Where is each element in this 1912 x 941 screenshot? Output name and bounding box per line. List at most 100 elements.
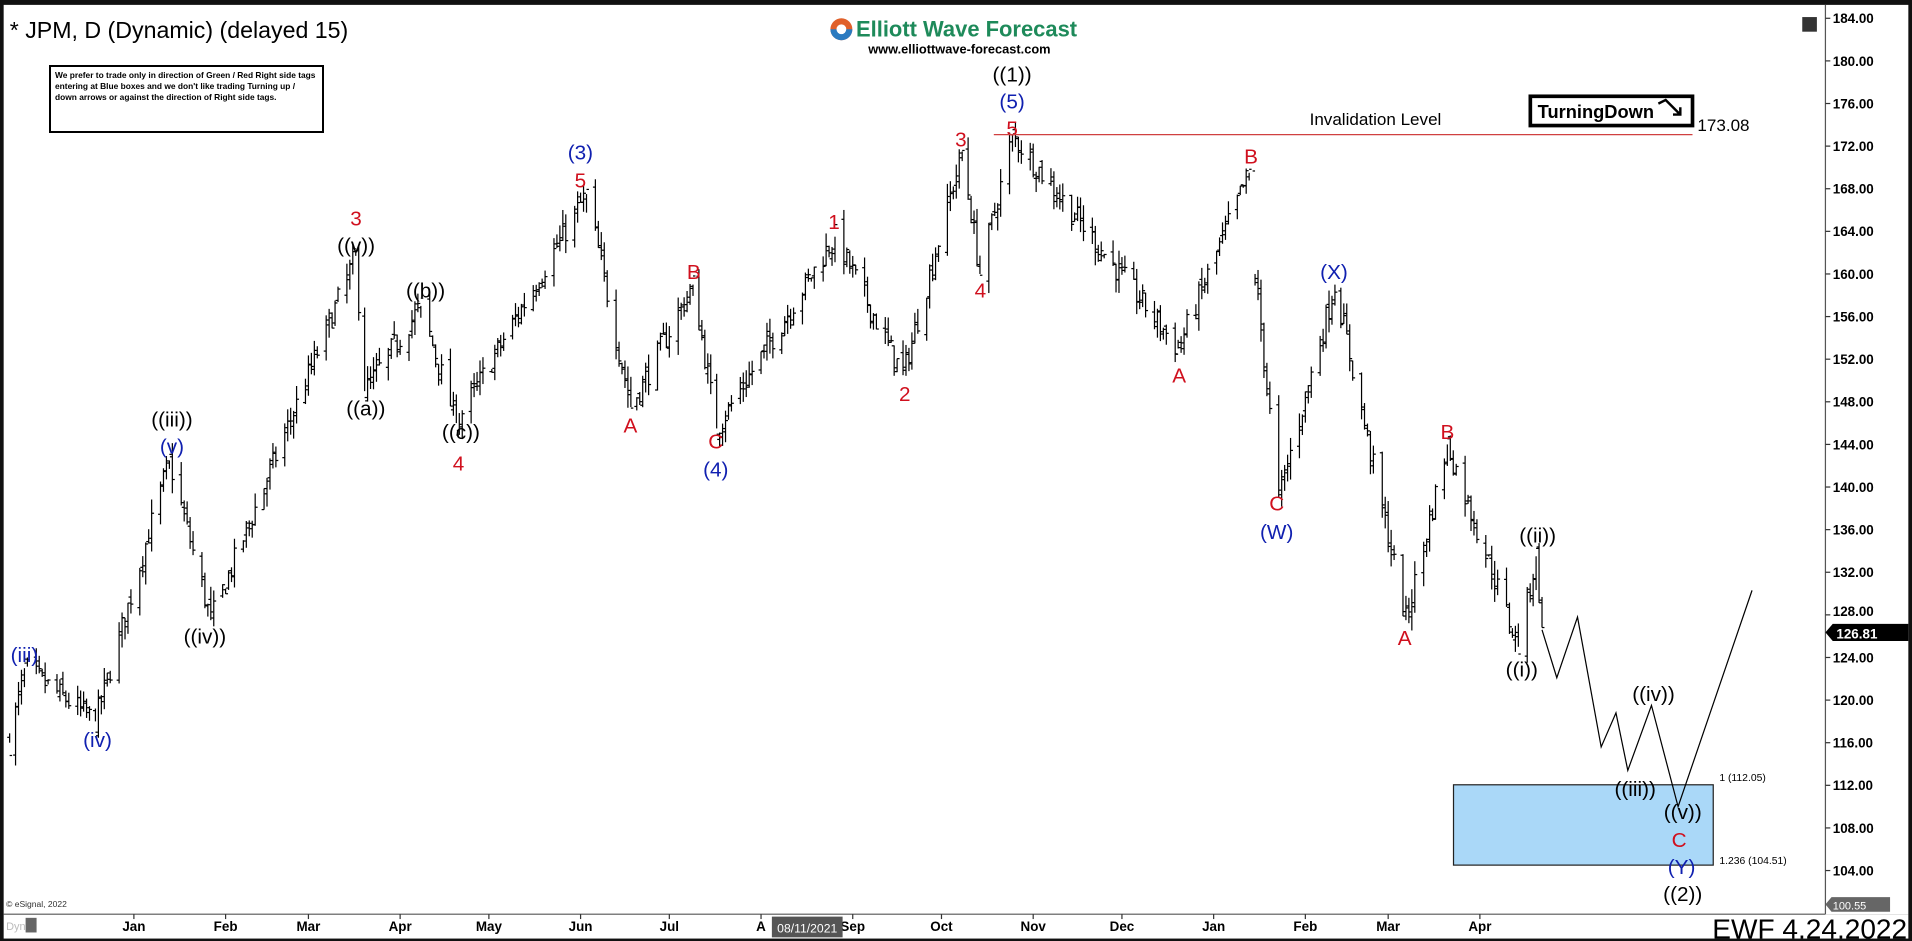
wave-label: A: [1172, 365, 1186, 388]
x-tick-label: May: [476, 919, 503, 934]
wave-label: (Y): [1668, 856, 1696, 879]
wave-label: 3: [350, 208, 362, 231]
invalidation: Invalidation Level 173.08 TurningDown: [993, 94, 1750, 136]
y-tick-label: 180.00: [1833, 54, 1874, 69]
y-tick-label: 144.00: [1833, 437, 1874, 452]
wave-label: ((v)): [337, 234, 375, 257]
projection-path: [1541, 590, 1753, 809]
wave-label: C: [1672, 829, 1687, 852]
y-tick-label: 136.00: [1833, 523, 1874, 538]
wave-label: B: [687, 261, 701, 284]
y-tick-label: 148.00: [1833, 395, 1874, 410]
ewf-stamp: EWF 4.24.2022: [1712, 914, 1907, 941]
y-tick-label: 156.00: [1833, 309, 1874, 324]
logo: Elliott Wave Forecast www.elliottwave-fo…: [830, 17, 1078, 57]
y-tick-label: 120.00: [1833, 693, 1874, 708]
y-tick-label: 164.00: [1833, 224, 1874, 239]
wave-label: 4: [975, 279, 987, 302]
wave-label: ((iv)): [1632, 683, 1675, 706]
x-axis-band: [3, 914, 1909, 939]
plot-background: [3, 4, 1909, 915]
turning-down-label: TurningDown: [1538, 101, 1654, 122]
wave-label: ((c)): [442, 421, 480, 444]
disclaimer-box: We prefer to trade only in direction of …: [49, 65, 324, 133]
last-price-marker: [1825, 623, 1909, 641]
wave-label: C: [708, 431, 723, 454]
chart-title: * JPM, D (Dynamic) (delayed 15): [10, 17, 349, 43]
wave-label: (4): [703, 459, 728, 482]
x-tick-label: Jan: [1202, 919, 1225, 934]
box-top-label: 1 (112.05): [1719, 773, 1765, 784]
wave-label: (iv): [83, 729, 112, 752]
wave-label: (3): [568, 142, 593, 165]
cursor-date-box: [771, 916, 843, 938]
wave-label: ((ii)): [1519, 524, 1556, 547]
wave-label: ((iv)): [184, 626, 227, 649]
y-tick-label: 160.00: [1833, 267, 1874, 282]
box-bottom-label: 1.236 (104.51): [1719, 856, 1786, 867]
wave-label: ((b)): [406, 279, 445, 302]
wave-label: (5): [999, 90, 1024, 113]
wave-label: ((a)): [346, 398, 385, 421]
y-tick-label: 140.00: [1833, 480, 1874, 495]
x-tick-label: Jun: [569, 919, 593, 934]
last-price-label: 126.81: [1836, 627, 1878, 642]
target-box: 1 (112.05) 1.236 (104.51): [1452, 773, 1787, 867]
wave-label: 5: [575, 170, 587, 193]
wave-label: B: [1244, 145, 1258, 168]
window-icon[interactable]: [1802, 17, 1817, 32]
wave-label: ((i)): [1506, 658, 1538, 681]
x-tick-label: Dec: [1110, 919, 1135, 934]
wave-label: (W): [1260, 521, 1293, 544]
projected-wave-path: [1541, 590, 1753, 809]
y-tick-label: 124.00: [1833, 650, 1874, 665]
wave-label: 1: [828, 211, 840, 234]
y-tick-label: 132.00: [1833, 565, 1874, 580]
x-tick-label: Sep: [840, 919, 865, 934]
wave-label: 4: [453, 453, 465, 476]
arrow-down-right-icon: [1657, 98, 1682, 116]
wave-label: C: [1269, 493, 1284, 516]
x-tick-label: Nov: [1021, 919, 1047, 934]
y-tick-label: 128.00: [1833, 604, 1874, 619]
wave-label: B: [1440, 421, 1454, 444]
y-tick-label: 172.00: [1833, 139, 1874, 154]
wave-label: ((1)): [993, 64, 1032, 87]
wave-label: A: [1398, 627, 1412, 650]
wave-label: (iii): [11, 644, 39, 667]
min-price-label: 100.55: [1833, 900, 1867, 912]
wave-label: ((iii)): [151, 409, 192, 432]
wave-label: (v): [160, 435, 184, 458]
x-tick-label: Mar: [297, 919, 322, 934]
y-tick-label: 108.00: [1833, 821, 1874, 836]
invalidation-label: Invalidation Level: [1310, 110, 1442, 129]
dyn-label[interactable]: Dyn: [6, 921, 26, 933]
y-tick-label: 152.00: [1833, 352, 1874, 367]
x-tick-label: Feb: [214, 919, 238, 934]
x-tick-label: Feb: [1293, 919, 1317, 934]
y-tick-label: 112.00: [1833, 778, 1873, 793]
wave-label: ((iii)): [1614, 778, 1655, 801]
invalidation-value: 173.08: [1697, 116, 1749, 135]
x-tick-label: Oct: [930, 919, 953, 934]
x-tick-label: Apr: [389, 919, 413, 934]
logo-url: www.elliottwave-forecast.com: [867, 42, 1050, 57]
wave-label: ((2)): [1663, 883, 1702, 906]
cursor-date: 08/11/2021: [777, 921, 837, 935]
y-tick-label: 176.00: [1833, 96, 1874, 111]
x-tick-label: A: [756, 919, 766, 934]
x-tick-label: Jan: [122, 919, 145, 934]
wave-label: ((v)): [1664, 801, 1702, 824]
logo-name: Elliott Wave Forecast: [856, 17, 1078, 42]
wave-label: 5: [1006, 117, 1018, 140]
y-tick-label: 184.00: [1833, 11, 1874, 26]
x-tick-label: Apr: [1468, 919, 1492, 934]
lock-icon[interactable]: [25, 917, 37, 933]
wave-labels: (iii) (iv) ((iii)) (v) ((iv)) 3 ((v)) ((a)) ((b)…: [11, 64, 1703, 906]
y-axis: 184.00 180.00 176.00 172.00 168.00 164.00 160.…: [1825, 11, 1909, 912]
copyright: © eSignal, 2022: [6, 899, 67, 909]
blue-target-box: [1452, 784, 1714, 866]
x-tick-label: Mar: [1376, 919, 1401, 934]
wave-label: A: [624, 415, 638, 438]
